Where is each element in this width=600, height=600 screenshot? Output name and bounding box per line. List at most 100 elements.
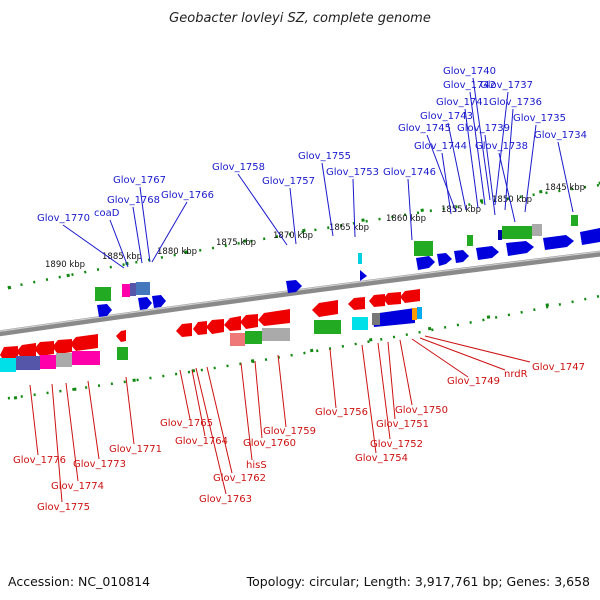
gene-label[interactable]: Glov_1760 [243,438,296,449]
gene-reverse [34,341,54,356]
gene-label[interactable]: Glov_1745 [398,123,451,134]
gene-label[interactable]: Glov_1737 [480,80,533,91]
gene-reverse [16,343,36,358]
gene-label[interactable]: Glov_1776 [13,455,66,466]
gene-label[interactable]: Glov_1773 [73,459,126,470]
gene-label[interactable]: Glov_1743 [420,111,473,122]
gene-label[interactable]: Glov_1766 [161,190,214,201]
cog-block [498,230,502,240]
label-leader-line [237,173,288,246]
gene-label[interactable]: Glov_1767 [113,175,166,186]
reverse-gene-labels: Glov_1747 nrdR Glov_1749 Glov_1750 Glov_1751… [13,335,585,513]
cog-block [245,331,262,344]
tick-label: 1875 kbp [216,238,256,248]
gene-label[interactable]: coaD [94,208,120,219]
label-leader-line [29,384,39,456]
label-leader-line [361,344,377,454]
gene-label[interactable]: Glov_1771 [109,444,162,455]
gene-forward [416,256,435,270]
cog-block [122,284,130,297]
cog-block [372,313,380,325]
label-leader-line [424,335,531,363]
gene-label[interactable]: Glov_1738 [475,141,528,152]
gene-reverse [240,314,258,329]
gene-label[interactable]: Glov_1770 [37,213,90,224]
gene-label[interactable]: Glov_1757 [262,176,315,187]
cog-block [136,282,150,295]
tick-label: 1885 kbp [102,252,142,262]
gene-label[interactable]: Glov_1762 [213,473,266,484]
gene-reverse [400,289,420,303]
label-leader-line [469,91,486,206]
gene-label[interactable]: Glov_1742 [443,80,496,91]
genome-backbone [0,250,600,337]
gene-reverse [116,330,126,342]
label-leader-line [498,152,516,223]
gene-label[interactable]: Glov_1735 [513,113,566,124]
genome-summary-text: Topology: circular; Length: 3,917,761 bp… [246,574,590,589]
label-leader-line [411,338,469,378]
gene-label[interactable]: Glov_1759 [263,426,316,437]
gene-forward [372,308,415,327]
gene-reverse [193,321,207,335]
label-leader-line [151,201,188,263]
label-leader-line [109,219,129,268]
gene-reverse [224,316,241,331]
gene-reverse [0,346,18,361]
gene-label[interactable]: nrdR [504,369,528,380]
cog-block [262,328,290,341]
gene-label[interactable]: Glov_1775 [37,502,90,513]
gene-label[interactable]: Glov_1740 [443,66,496,77]
tick-label: 1890 kbp [45,260,85,270]
gene-forward [138,297,152,310]
gene-label[interactable]: Glov_1753 [326,167,379,178]
cog-block [571,215,578,226]
label-leader-line [65,382,79,482]
gene-label[interactable]: Glov_1774 [51,481,104,492]
annotation-blocks [0,215,578,372]
gene-reverse [383,292,401,305]
gene-label[interactable]: Glov_1741 [436,97,489,108]
label-leader-line [125,376,135,445]
label-leader-line [352,178,356,238]
tick-label: 1860 kbp [386,214,426,224]
cog-block [358,253,362,264]
label-leader-line [240,362,253,461]
gene-label[interactable]: hisS [246,460,267,471]
label-leader-line [399,339,413,406]
gene-forward [437,253,452,266]
map-title: Geobacter lovleyi SZ, complete genome [169,11,431,26]
position-ticks: 1845 kbp 1850 kbp 1855 kbp 1860 kbp 1865 kbp… [45,183,585,270]
gene-label[interactable]: Glov_1749 [447,376,500,387]
tick-label: 1850 kbp [492,195,532,205]
gene-label[interactable]: Glov_1763 [199,494,252,505]
gene-label[interactable]: Glov_1756 [315,407,368,418]
gene-label[interactable]: Glov_1755 [298,151,351,162]
cog-block [130,283,136,296]
gene-label[interactable]: Glov_1752 [370,439,423,450]
gene-label[interactable]: Glov_1750 [395,405,448,416]
gene-label[interactable]: Glov_1744 [414,141,467,152]
gene-label[interactable]: Glov_1765 [160,418,213,429]
gene-forward [506,241,534,256]
gene-label[interactable]: Glov_1751 [376,419,429,430]
gene-label[interactable]: Glov_1734 [534,130,587,141]
gene-label[interactable]: Glov_1764 [175,436,228,447]
cog-block [414,241,433,256]
gene-label[interactable]: Glov_1736 [489,97,542,108]
gene-label[interactable]: Glov_1758 [212,162,265,173]
gene-label[interactable]: Glov_1746 [383,167,436,178]
gene-reverse [206,319,224,334]
label-leader-line [441,152,452,215]
label-leader-line [254,360,263,439]
label-leader-line [472,77,491,201]
gene-forward [286,280,302,293]
gene-label[interactable]: Glov_1754 [355,453,408,464]
gene-label[interactable]: Glov_1739 [457,123,510,134]
gene-label[interactable]: Glov_1768 [107,195,160,206]
label-leader-line [426,134,457,213]
label-leader-line [51,383,63,503]
gene-label[interactable]: Glov_1747 [532,362,585,373]
label-leader-line [139,186,151,263]
